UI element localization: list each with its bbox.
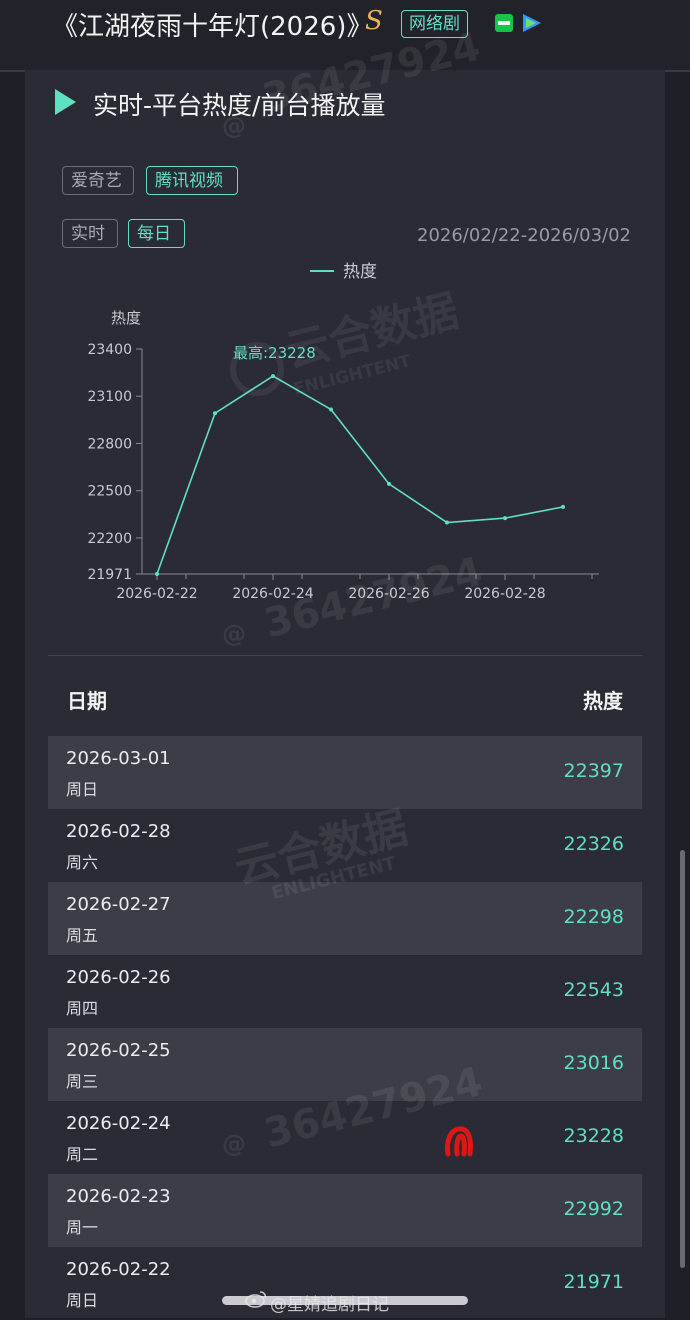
row-date: 2026-02-28	[66, 821, 171, 842]
top-header: 《江湖夜雨十年灯(2026)》 S 网络剧	[0, 0, 690, 72]
data-point	[445, 520, 449, 525]
x-tick-label: 2026-02-28	[464, 586, 545, 602]
row-weekday: 周日	[66, 780, 99, 799]
data-point	[155, 572, 159, 576]
x-tick-label: 2026-02-26	[348, 586, 429, 602]
y-tick-label: 22800	[87, 436, 132, 452]
x-tick-label: 2026-02-24	[232, 586, 313, 602]
y-tick-label: 23400	[87, 342, 132, 358]
row-date: 2026-02-27	[66, 894, 171, 915]
y-tick-label: 21971	[87, 567, 132, 583]
row-heat-value: 23016	[563, 1052, 624, 1074]
red-handwritten-mark	[445, 1126, 473, 1157]
row-heat-value: 23228	[563, 1125, 624, 1147]
row-date: 2026-02-24	[66, 1113, 171, 1134]
iqiyi-icon	[495, 14, 513, 32]
row-heat-value: 22298	[563, 906, 624, 928]
data-point	[387, 481, 391, 486]
section-title: 实时-平台热度/前台播放量	[93, 91, 386, 120]
data-point	[213, 411, 217, 416]
max-annotation: 最高:23228	[233, 344, 316, 362]
table-row[interactable]: 2026-02-22 周日 21971	[48, 1247, 642, 1320]
scrollbar[interactable]	[680, 850, 685, 1268]
table-header-heat: 热度	[583, 689, 623, 713]
row-weekday: 周一	[66, 1218, 99, 1237]
row-weekday: 周五	[66, 926, 99, 945]
row-weekday: 周四	[66, 999, 99, 1018]
row-heat-value: 22543	[563, 979, 624, 1001]
data-point	[329, 407, 333, 412]
tab-daily[interactable]: 每日	[128, 219, 185, 248]
tab-realtime[interactable]: 实时	[62, 219, 118, 248]
divider	[48, 655, 642, 656]
play-icon	[55, 89, 76, 115]
tencent-video-icon	[523, 14, 541, 32]
y-axis: 23400 23100 22800 22500 22200 21971	[87, 342, 143, 583]
table-header-date: 日期	[67, 689, 107, 713]
row-heat-value: 22397	[563, 760, 624, 782]
table-row[interactable]: 2026-02-25 周三 23016	[48, 1028, 642, 1101]
row-weekday: 周六	[66, 853, 99, 872]
row-date: 2026-02-23	[66, 1186, 171, 1207]
x-axis: 2026-02-22 2026-02-24 2026-02-26 2026-02-28	[116, 573, 599, 602]
series-line	[156, 375, 564, 575]
legend-label: 热度	[343, 262, 377, 282]
data-point	[503, 516, 507, 521]
table-row[interactable]: 2026-02-27 周五 22298	[48, 882, 642, 955]
table-row[interactable]: 2026-02-23 周一 22992	[48, 1174, 642, 1247]
table-row[interactable]: 2026-02-26 周四 22543	[48, 955, 642, 1028]
y-tick-label: 22500	[87, 484, 132, 500]
row-weekday: 周二	[66, 1145, 99, 1164]
row-heat-value: 22992	[563, 1198, 624, 1220]
chart-legend[interactable]: 热度	[310, 262, 377, 282]
row-weekday: 周三	[66, 1072, 99, 1091]
row-date: 2026-02-25	[66, 1040, 171, 1061]
row-date: 2026-03-01	[66, 748, 171, 769]
s-level-badge: S	[365, 6, 383, 36]
y-tick-label: 23100	[87, 389, 132, 405]
row-date: 2026-02-26	[66, 967, 171, 988]
chart-watermark-logo	[230, 342, 284, 396]
table-row[interactable]: 2026-03-01 周日 22397	[48, 736, 642, 809]
row-date: 2026-02-22	[66, 1259, 171, 1280]
table-row[interactable]: 2026-02-28 周六 22326	[48, 809, 642, 882]
row-weekday: 周日	[66, 1291, 99, 1310]
heat-card: 实时-平台热度/前台播放量 爱奇艺 腾讯视频 实时 每日 2026/02/22-…	[25, 70, 665, 1318]
show-title: 《江湖夜雨十年灯(2026)》	[52, 12, 373, 42]
heat-table: 2026-03-01 周日 22397 2026-02-28 周六 22326 2026-0…	[48, 736, 642, 1320]
date-range[interactable]: 2026/02/22-2026/03/02	[417, 225, 631, 246]
tab-tencent-video[interactable]: 腾讯视频	[146, 166, 238, 195]
genre-tag: 网络剧	[401, 10, 468, 38]
y-tick-label: 22200	[87, 531, 132, 547]
table-row[interactable]: 2026-02-24 周二 23228	[48, 1101, 642, 1174]
series-heat	[155, 374, 565, 576]
data-point	[271, 374, 275, 379]
home-indicator[interactable]	[222, 1296, 468, 1305]
data-point	[561, 504, 565, 509]
y-axis-title: 热度	[111, 309, 141, 327]
row-heat-value: 22326	[563, 833, 624, 855]
tab-iqiyi[interactable]: 爱奇艺	[62, 166, 134, 195]
x-tick-label: 2026-02-22	[116, 586, 197, 602]
row-heat-value: 21971	[563, 1271, 624, 1293]
